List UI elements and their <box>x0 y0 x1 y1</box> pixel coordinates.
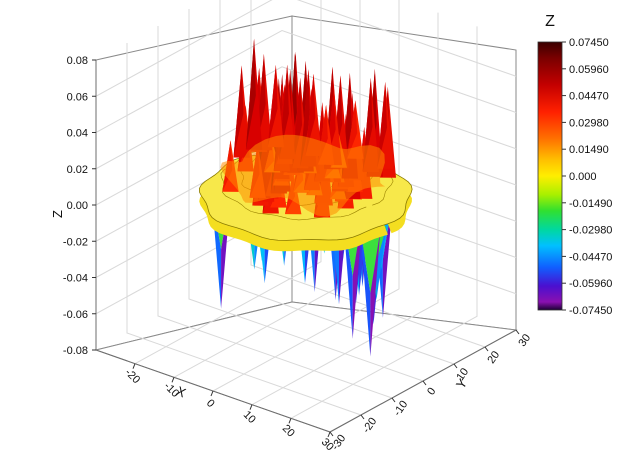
surface-facet <box>372 199 383 318</box>
surface-facet <box>342 213 353 339</box>
surface-facet <box>221 190 232 309</box>
colorbar-tick-label: -0.05960 <box>569 278 612 290</box>
z-tick-label: -0.06 <box>63 309 88 321</box>
z-tick-label: 0.08 <box>67 55 88 67</box>
colorbar-tick-label: -0.07450 <box>569 305 612 317</box>
surface-facet <box>360 229 381 294</box>
y-tick-mark <box>484 346 489 352</box>
z-axis-ticks: 0.08 0.06 0.04 0.02 0.00 -0.02 -0.04 -0.06 -0.08 <box>63 55 96 357</box>
x-tick-label: 10 <box>241 409 258 426</box>
colorbar-tick-label: -0.02980 <box>569 225 612 237</box>
z-tick-label: 0.06 <box>67 91 88 103</box>
surface-facet <box>381 203 392 270</box>
surface-facet <box>370 230 381 357</box>
surface-facet <box>267 64 278 148</box>
grid-line <box>212 0 400 392</box>
y-tick-mark <box>515 329 520 335</box>
z-tick-label: 0.02 <box>67 164 88 176</box>
z-tick-label: -0.08 <box>63 345 88 357</box>
surface-facet <box>347 100 358 159</box>
grid-line <box>250 0 486 348</box>
x-tick-mark <box>288 418 292 424</box>
z-tick-label: 0.04 <box>67 128 88 140</box>
y-tick-mark <box>360 414 365 420</box>
x-tick-label: -20 <box>122 367 142 387</box>
y-tick-mark <box>329 431 334 437</box>
colorbar-ticks: 0.07450 0.05960 0.04470 0.02980 0.01490 0.000… <box>562 37 612 317</box>
surface-facet <box>352 213 363 339</box>
x-tick-label: 20 <box>280 422 297 439</box>
colorbar-tick-label: 0.04470 <box>569 91 609 103</box>
colorbar-tick-label: 0.000 <box>569 171 597 183</box>
y-tick-label: 10 <box>454 366 471 383</box>
colorbar-tick-label: 0.01490 <box>569 144 609 156</box>
surface-base <box>220 134 386 217</box>
z-tick-label: 0.00 <box>67 200 88 212</box>
x-tick-mark <box>132 363 136 369</box>
surface-facet <box>360 229 371 357</box>
colorbar: Z 0.074500.059600.044700.029800.014900.0… <box>537 13 612 317</box>
y-tick-mark <box>391 397 396 403</box>
grid-line <box>290 26 478 419</box>
x-tick-mark <box>327 431 331 438</box>
surface-facet <box>245 38 256 150</box>
colorbar-tick-label: 0.07450 <box>569 37 609 49</box>
x-tick-mark <box>210 390 214 397</box>
colorbar-tick-label: 0.02980 <box>569 117 609 129</box>
y-tick-label: 0 <box>425 386 438 398</box>
surface-facet <box>355 207 366 304</box>
x-tick-label: 0 <box>204 397 217 410</box>
z-tick-label: -0.04 <box>63 273 88 285</box>
grid-line <box>251 12 439 406</box>
z-tick-label: -0.02 <box>63 236 88 248</box>
y-tick-mark <box>422 380 427 386</box>
surface <box>198 38 413 357</box>
y-tick-label: 30 <box>516 332 533 349</box>
z-axis-label: Z <box>50 210 65 218</box>
surface-facet <box>305 73 316 156</box>
x-tick-mark <box>249 404 253 410</box>
surface-facet <box>376 226 387 300</box>
colorbar-gradient <box>537 41 563 311</box>
surface-facet <box>329 191 339 305</box>
colorbar-tick-label: -0.04470 <box>569 251 612 263</box>
surface-facet <box>304 180 315 292</box>
surface-facet <box>338 191 349 305</box>
colorbar-title: Z <box>545 13 555 30</box>
y-tick-label: 20 <box>485 349 502 366</box>
y-tick-mark <box>453 363 458 369</box>
colorbar-tick-label: 0.05960 <box>569 64 609 76</box>
colorbar-tick-label: -0.01490 <box>569 198 612 210</box>
surface-facet <box>377 81 388 169</box>
surface-facet <box>233 65 244 158</box>
x-tick-mark <box>171 377 175 383</box>
surface-facet <box>295 190 305 284</box>
